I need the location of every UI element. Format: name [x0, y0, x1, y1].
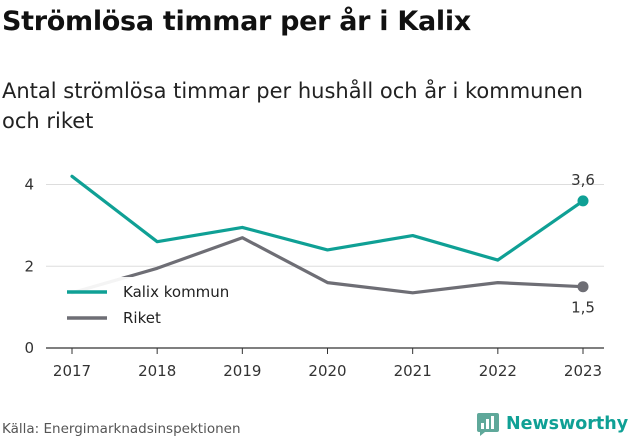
- end-value-label: 1,5: [571, 299, 595, 317]
- x-tick-label: 2023: [564, 362, 602, 380]
- series-line: [70, 236, 585, 295]
- x-tick-label: 2021: [394, 362, 432, 380]
- series-line: [70, 174, 585, 262]
- x-tick-label: 2019: [223, 362, 261, 380]
- series-lines: [70, 174, 585, 295]
- newsworthy-logo-icon: [477, 413, 499, 436]
- x-tick-label: 2020: [308, 362, 346, 380]
- legend-label: Kalix kommun: [123, 283, 229, 301]
- end-labels: 3,6 1,5: [571, 171, 595, 317]
- brand-name: Newsworthy: [506, 414, 629, 434]
- legend-label: Riket: [123, 309, 161, 327]
- end-point: [577, 195, 589, 207]
- x-axis: 2017 2018 2019 2020 2021 2022 2023: [46, 347, 604, 380]
- source-note: Källa: Energimarknadsinspektionen: [2, 421, 241, 437]
- legend: Kalix kommun Riket: [64, 277, 254, 335]
- legend-background: [64, 277, 254, 335]
- y-tick-label: 0: [24, 339, 34, 357]
- brand[interactable]: Newsworthy: [476, 409, 628, 439]
- end-value-label: 3,6: [571, 171, 595, 189]
- y-tick-label: 2: [24, 257, 34, 275]
- chart-title: Strömlösa timmar per år i Kalix: [2, 6, 471, 37]
- x-tick-label: 2017: [53, 362, 91, 380]
- end-point: [577, 281, 589, 293]
- x-tick-label: 2022: [479, 362, 517, 380]
- grid-lines: 0 2 4: [24, 176, 604, 357]
- y-tick-label: 4: [24, 176, 34, 194]
- x-tick-label: 2018: [138, 362, 176, 380]
- chart-subtitle: Antal strömlösa timmar per hushåll och å…: [2, 79, 583, 133]
